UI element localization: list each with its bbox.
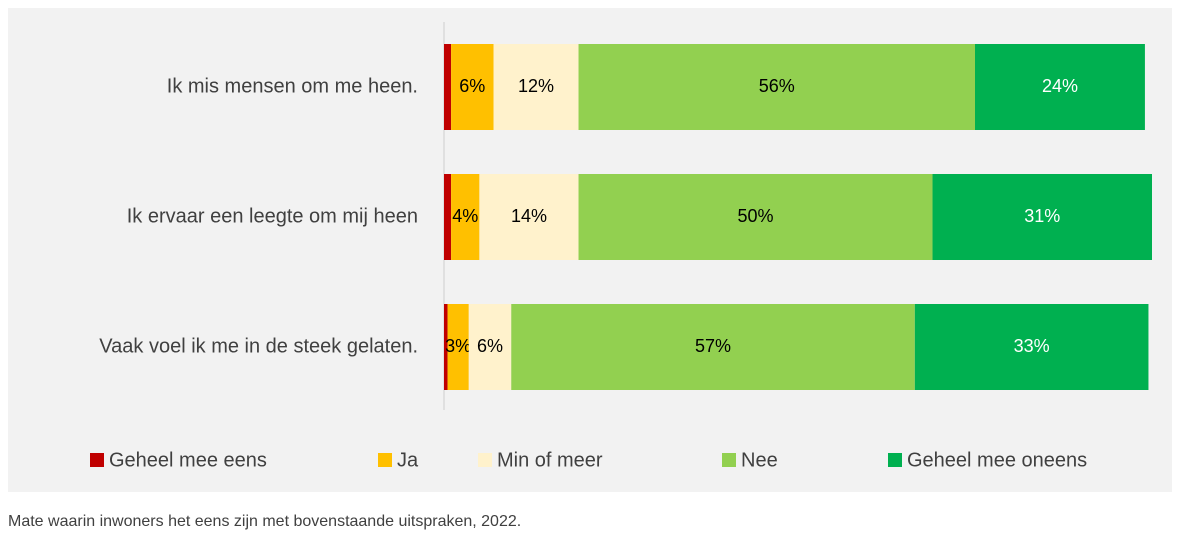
value-label: 6% [477, 336, 503, 356]
value-label: 57% [695, 336, 731, 356]
category-label: Ik mis mensen om me heen. [167, 75, 418, 97]
value-label: 12% [518, 76, 554, 96]
value-label: 3% [445, 336, 471, 356]
bar-segment [578, 174, 933, 260]
legend-swatch [722, 453, 736, 467]
value-label: 4% [452, 206, 478, 226]
bar-segment [511, 304, 915, 390]
bar-segment [479, 174, 579, 260]
value-label: 14% [511, 206, 547, 226]
legend-label: Min of meer [497, 449, 603, 471]
bar-segment [975, 44, 1145, 130]
bar-segment [451, 174, 480, 260]
value-label: 6% [459, 76, 485, 96]
legend-label: Geheel mee oneens [907, 449, 1087, 471]
legend-swatch [478, 453, 492, 467]
legend-label: Nee [741, 449, 778, 471]
bar-segment [444, 174, 452, 260]
bar-segment [447, 304, 469, 390]
bar-segment [451, 44, 494, 130]
bar-segment [932, 174, 1152, 260]
legend-swatch [888, 453, 902, 467]
bar-segment [493, 44, 579, 130]
bar-segment [444, 44, 452, 130]
caption: Mate waarin inwoners het eens zijn met b… [8, 513, 521, 530]
bar-segment [578, 44, 975, 130]
value-label: 50% [738, 206, 774, 226]
bar-segment [444, 304, 448, 390]
legend-label: Geheel mee eens [109, 449, 267, 471]
value-label: 24% [1042, 76, 1078, 96]
value-label: 56% [759, 76, 795, 96]
bar-segment [914, 304, 1149, 390]
category-label: Ik ervaar een leegte om mij heen [127, 205, 418, 227]
value-label: 31% [1024, 206, 1060, 226]
legend-swatch [90, 453, 104, 467]
legend-swatch [378, 453, 392, 467]
legend-label: Ja [397, 449, 419, 471]
bar-segment [468, 304, 512, 390]
value-label: 33% [1014, 336, 1050, 356]
category-label: Vaak voel ik me in de steek gelaten. [99, 335, 418, 357]
